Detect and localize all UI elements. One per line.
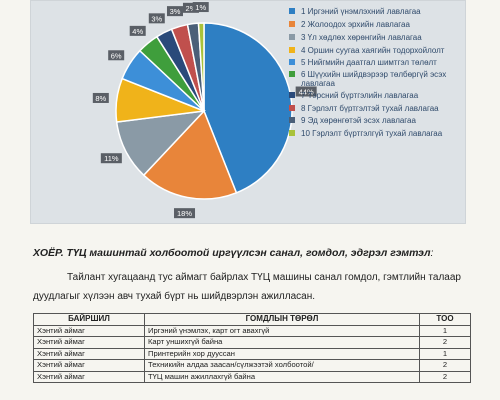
cell-count: 2 [419,370,471,383]
cell-complaint-type: Принтерийн хор дууссан [144,347,420,360]
label-box [174,208,196,219]
slice-value-text: 3% [170,7,181,16]
slice-value-label: 44% [295,86,317,97]
label-box [148,13,165,24]
legend-swatch [289,59,295,65]
legend-swatch [289,34,295,40]
cell-complaint-type: ТҮЦ машин ажиллахгүй байна [144,370,420,383]
legend-swatch [289,117,295,123]
slice-value-text: 3% [151,14,162,23]
cell-complaint-type: Карт уншихгүй байна [144,336,420,349]
section-heading-colon: : [430,247,434,259]
cell-location: Хэнтий аймаг [33,370,145,383]
label-box [100,153,122,164]
legend-item: 10 Гэрлэлт бүртгэлгүй тухай лавлагаа [289,129,459,138]
legend-item: 6 Шүүхийн шийдвэрээр төлбөргүй эсэх лавл… [289,70,459,88]
legend-label: 2 Жолоодох эрхийн лавлагаа [301,20,410,29]
cell-location: Хэнтий аймаг [33,324,145,337]
slice-value-text: 11% [104,154,119,163]
paragraph-text: Тайлант хугацаанд тус аймагт байрлах ТҮЦ… [33,272,461,302]
legend-item: 4 Оршин суугаа хаягийн тодорхойлолт [289,46,459,55]
legend-label: 4 Оршин суугаа хаягийн тодорхойлолт [301,46,445,55]
legend-item: 5 Нийгмийн даатгал шимтгэл төлөлт [289,58,459,67]
legend-swatch [289,21,295,27]
legend-label: 3 Үл хөдлөх хөрөнгийн лавлагаа [301,33,422,42]
legend-item: 8 Гэрлэлт бүртгэлтэй тухай лавлагаа [289,104,459,113]
legend-label: 8 Гэрлэлт бүртгэлтэй тухай лавлагаа [301,104,439,113]
slice-value-label: 2% [182,2,199,13]
label-box [129,25,146,36]
slice-value-text: 1% [195,3,206,12]
section-paragraph: Тайлант хугацаанд тус аймагт байрлах ТҮЦ… [33,268,473,306]
pie-chart: 44% 18% 11% 8% 6% 4% 3% 3% 2%1% [92,2,317,219]
chart-legend: 1 Иргэний үнэмлэхний лавлагаа 2 Жолоодох … [289,7,459,141]
label-box [92,92,109,103]
legend-swatch [289,105,295,111]
legend-item: 2 Жолоодох эрхийн лавлагаа [289,20,459,29]
slice-value-text: 2% [186,4,197,13]
label-box [182,2,199,13]
slice-value-text: 6% [111,51,122,60]
legend-item: 3 Үл хөдлөх хөрөнгийн лавлагаа [289,33,459,42]
legend-label: 6 Шүүхийн шийдвэрээр төлбөргүй эсэх лавл… [301,70,447,88]
cell-complaint-type: Иргэний үнэмлэх, карт огт авахгүй [144,324,420,337]
legend-item: 9 Эд хөрөнгөтэй эсэх лавлагаа [289,116,459,125]
legend-swatch [289,47,295,53]
cell-count: 1 [419,324,471,337]
legend-swatch [289,130,295,136]
legend-swatch [289,92,295,98]
table-row: Хэнтий аймаг Иргэний үнэмлэх, карт огт а… [33,324,471,337]
slice-value-text: 4% [132,27,143,36]
legend-item: 1 Иргэний үнэмлэхний лавлагаа [289,7,459,16]
pie-slice-2 [142,109,238,200]
slice-value-text: 8% [95,94,106,103]
cell-count: 2 [419,336,471,349]
slice-value-label: 4% [129,25,146,36]
cell-location: Хэнтий аймаг [33,359,145,372]
cell-location: Хэнтий аймаг [33,347,145,360]
cell-count: 2 [419,359,471,372]
slice-value-label: 3% [166,6,183,17]
pie-chart-panel: 44% 18% 11% 8% 6% 4% 3% 3% 2% 1% 1 Иргэний үнэмлэ… [30,0,466,224]
table-row: Хэнтий аймаг Карт уншихгүй байна 2 [33,336,471,349]
legend-label: 1 Иргэний үнэмлэхний лавлагаа [301,7,421,16]
label-box [295,86,317,97]
table-row: Хэнтий аймаг ТҮЦ машин ажиллахгүй байна … [33,370,471,383]
label-box [192,2,209,13]
legend-item: 7 Тэрсний бүртгэлийн лавлагаа [289,91,459,100]
slice-value-text: 44% [299,88,314,97]
cell-location: Хэнтий аймаг [33,336,145,349]
slice-value-label: 11% [100,153,122,164]
complaints-table: БАЙРШИЛ ГОМДЛЫН ТӨРӨЛ ТОО Хэнтий аймаг И… [33,313,471,383]
slice-value-label: 18% [174,208,196,219]
legend-label: 10 Гэрлэлт бүртгэлгүй тухай лавлагаа [301,129,443,138]
legend-label: 5 Нийгмийн даатгал шимтгэл төлөлт [301,58,437,67]
table-row: Хэнтий аймаг Принтерийн хор дууссан 1 [33,347,471,360]
slice-value-text: 18% [177,209,192,218]
pie-slice-10 [197,22,205,112]
legend-swatch [289,8,295,14]
label-box [166,6,183,17]
section-heading-text: ХОЁР. ТҮЦ машинтай холбоотой иргүүлсэн с… [33,247,431,259]
table-row: Хэнтий аймаг Техникийн алдаа заасан/сүлж… [33,359,471,372]
slice-value-label: 1% [192,2,209,13]
header-location: БАЙРШИЛ [33,313,145,326]
cell-complaint-type: Техникийн алдаа заасан/сүлжээтэй холбоот… [144,359,420,372]
table-header-row: БАЙРШИЛ ГОМДЛЫН ТӨРӨЛ ТОО [33,313,471,326]
slice-value-label: 8% [92,92,109,103]
slice-value-label: 6% [108,50,125,61]
header-count: ТОО [419,313,471,326]
label-box [108,50,125,61]
legend-swatch [289,71,295,77]
section-heading: ХОЁР. ТҮЦ машинтай холбоотой иргүүлсэн с… [33,247,473,259]
cell-count: 1 [419,347,471,360]
legend-label: 9 Эд хөрөнгөтэй эсэх лавлагаа [301,116,416,125]
slice-value-label: 3% [148,13,165,24]
header-complaint-type: ГОМДЛЫН ТӨРӨЛ [144,313,420,326]
legend-label: 7 Тэрсний бүртгэлийн лавлагаа [301,91,419,100]
